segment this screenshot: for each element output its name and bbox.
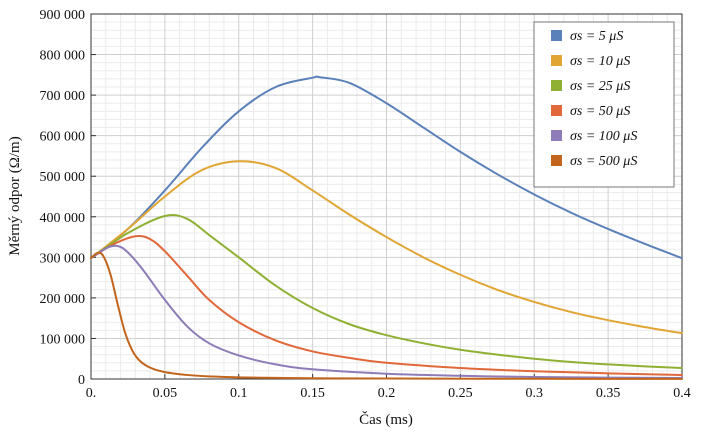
- legend-label: σs = 100 μS: [570, 129, 637, 144]
- legend-swatch: [551, 30, 562, 41]
- x-tick-label: 0.4: [673, 386, 691, 401]
- series-line-2: [90, 160, 683, 335]
- x-tick-label: 0.15: [300, 386, 325, 401]
- y-tick-label: 100 000: [40, 332, 86, 347]
- series-line-3: [90, 213, 683, 370]
- legend-label: σs = 10 μS: [570, 54, 630, 69]
- x-tick-label: 0.35: [596, 386, 621, 401]
- legend-label: σs = 500 μS: [570, 154, 637, 169]
- y-tick-label: 400 000: [40, 211, 86, 226]
- legend-swatch: [551, 130, 562, 141]
- y-tick-label: 900 000: [40, 8, 86, 23]
- y-tick-label: 0: [78, 373, 85, 388]
- y-axis-title: Měrný odpor (Ω/m): [7, 136, 23, 255]
- x-tick-label: 0.: [86, 386, 97, 401]
- y-tick-label: 300 000: [40, 251, 86, 266]
- x-axis-ticks: 0. 0.05 0.1 0.15 0.2 0.25 0.3 0.35 0.4: [86, 374, 691, 401]
- x-tick-label: 0.05: [153, 386, 178, 401]
- grid-minor: [91, 14, 682, 379]
- legend-label: σs = 25 μS: [570, 79, 630, 94]
- x-tick-label: 0.3: [526, 386, 544, 401]
- series-line-1: [90, 75, 683, 260]
- y-axis-ticks: 0 100 000 200 000 300 000 400 000 500 000 600 …: [40, 8, 96, 388]
- y-tick-label: 700 000: [40, 89, 86, 104]
- y-tick-label: 800 000: [40, 49, 86, 64]
- y-tick-label: 200 000: [40, 292, 86, 307]
- legend-label: σs = 50 μS: [570, 104, 630, 119]
- legend-swatch: [551, 80, 562, 91]
- y-tick-label: 500 000: [40, 170, 86, 185]
- x-tick-label: 0.25: [448, 386, 473, 401]
- y-tick-label: 600 000: [40, 130, 86, 145]
- series-line-6: [90, 251, 683, 380]
- series-line-4: [90, 234, 683, 376]
- legend-swatch: [551, 105, 562, 116]
- x-axis-title: Čas (ms): [359, 411, 413, 428]
- legend-swatch: [551, 155, 562, 166]
- x-tick-label: 0.1: [230, 386, 248, 401]
- series-lines: [90, 75, 683, 380]
- legend-label: σs = 5 μS: [570, 29, 623, 44]
- x-tick-label: 0.2: [378, 386, 396, 401]
- legend-swatch: [551, 55, 562, 66]
- legend: σs = 5 μS σs = 10 μS σs = 25 μS σs = 50 μS σ…: [533, 21, 675, 188]
- series-line-5: [90, 244, 683, 379]
